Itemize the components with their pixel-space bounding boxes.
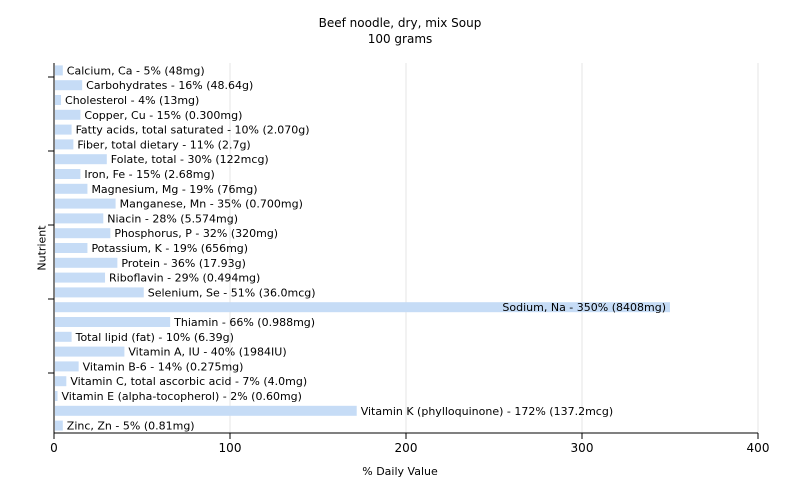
bar bbox=[55, 183, 88, 194]
bar-label: Riboflavin - 29% (0.494mg) bbox=[109, 272, 260, 285]
bar-label: Fiber, total dietary - 11% (2.7g) bbox=[77, 138, 250, 151]
bar-label: Vitamin A, IU - 40% (1984IU) bbox=[128, 346, 286, 359]
bar-label: Iron, Fe - 15% (2.68mg) bbox=[84, 168, 214, 181]
bar-label: Thiamin - 66% (0.988mg) bbox=[173, 316, 315, 329]
bar-label: Manganese, Mn - 35% (0.700mg) bbox=[120, 198, 303, 211]
bar-label: Vitamin K (phylloquinone) - 172% (137.2m… bbox=[361, 405, 613, 418]
bar-label: Zinc, Zn - 5% (0.81mg) bbox=[67, 420, 195, 433]
bar bbox=[55, 346, 125, 357]
bar-label: Calcium, Ca - 5% (48mg) bbox=[67, 64, 205, 77]
bar-label: Vitamin E (alpha-tocopherol) - 2% (0.60m… bbox=[62, 390, 302, 403]
bar bbox=[55, 95, 62, 105]
bar-label: Cholesterol - 4% (13mg) bbox=[65, 94, 199, 107]
bar bbox=[55, 361, 79, 372]
bar bbox=[55, 257, 118, 268]
bar-label: Sodium, Na - 350% (8408mg) bbox=[502, 301, 666, 314]
bar-label: Vitamin B-6 - 14% (0.275mg) bbox=[83, 360, 244, 373]
bar-label: Folate, total - 30% (122mcg) bbox=[111, 153, 269, 166]
bar bbox=[55, 243, 88, 253]
bar bbox=[55, 302, 670, 313]
x-tick-label: 200 bbox=[395, 441, 418, 455]
bar bbox=[55, 154, 107, 165]
chart-subtitle: 100 grams bbox=[367, 32, 433, 46]
bar-label: Magnesium, Mg - 19% (76mg) bbox=[91, 183, 257, 196]
bar bbox=[55, 65, 63, 76]
bar-label: Carbohydrates - 16% (48.64g) bbox=[86, 79, 253, 92]
bar bbox=[55, 376, 67, 387]
bar bbox=[55, 405, 357, 416]
bar bbox=[55, 80, 83, 91]
bar-label: Total lipid (fat) - 10% (6.39g) bbox=[75, 331, 234, 344]
x-axis-label: % Daily Value bbox=[362, 465, 438, 478]
bar bbox=[55, 198, 116, 209]
bar bbox=[55, 317, 171, 327]
bar bbox=[55, 420, 63, 431]
bar-label: Copper, Cu - 15% (0.300mg) bbox=[84, 109, 242, 122]
bar-label: Protein - 36% (17.93g) bbox=[121, 257, 246, 270]
bar-label: Niacin - 28% (5.574mg) bbox=[107, 212, 238, 225]
bar bbox=[55, 213, 104, 224]
bar bbox=[55, 139, 74, 150]
x-tick-label: 400 bbox=[747, 441, 770, 455]
bar bbox=[55, 109, 81, 120]
chart-title: Beef noodle, dry, mix Soup bbox=[318, 16, 482, 30]
bar-label: Fatty acids, total saturated - 10% (2.07… bbox=[76, 124, 310, 137]
bar bbox=[55, 228, 111, 239]
bar-label: Phosphorus, P - 32% (320mg) bbox=[114, 227, 278, 240]
x-tick-label: 0 bbox=[50, 441, 58, 455]
bar bbox=[55, 169, 81, 179]
bar bbox=[55, 391, 58, 401]
bar bbox=[55, 272, 106, 283]
bar-label: Vitamin C, total ascorbic acid - 7% (4.0… bbox=[70, 375, 307, 388]
x-tick-label: 100 bbox=[219, 441, 242, 455]
bar bbox=[55, 287, 144, 298]
bar-label: Potassium, K - 19% (656mg) bbox=[91, 242, 248, 255]
bar-label: Selenium, Se - 51% (36.0mcg) bbox=[148, 286, 316, 299]
y-axis-label: Nutrient bbox=[35, 225, 49, 271]
x-tick-label: 300 bbox=[571, 441, 594, 455]
bar bbox=[55, 331, 72, 342]
bar bbox=[55, 124, 72, 135]
